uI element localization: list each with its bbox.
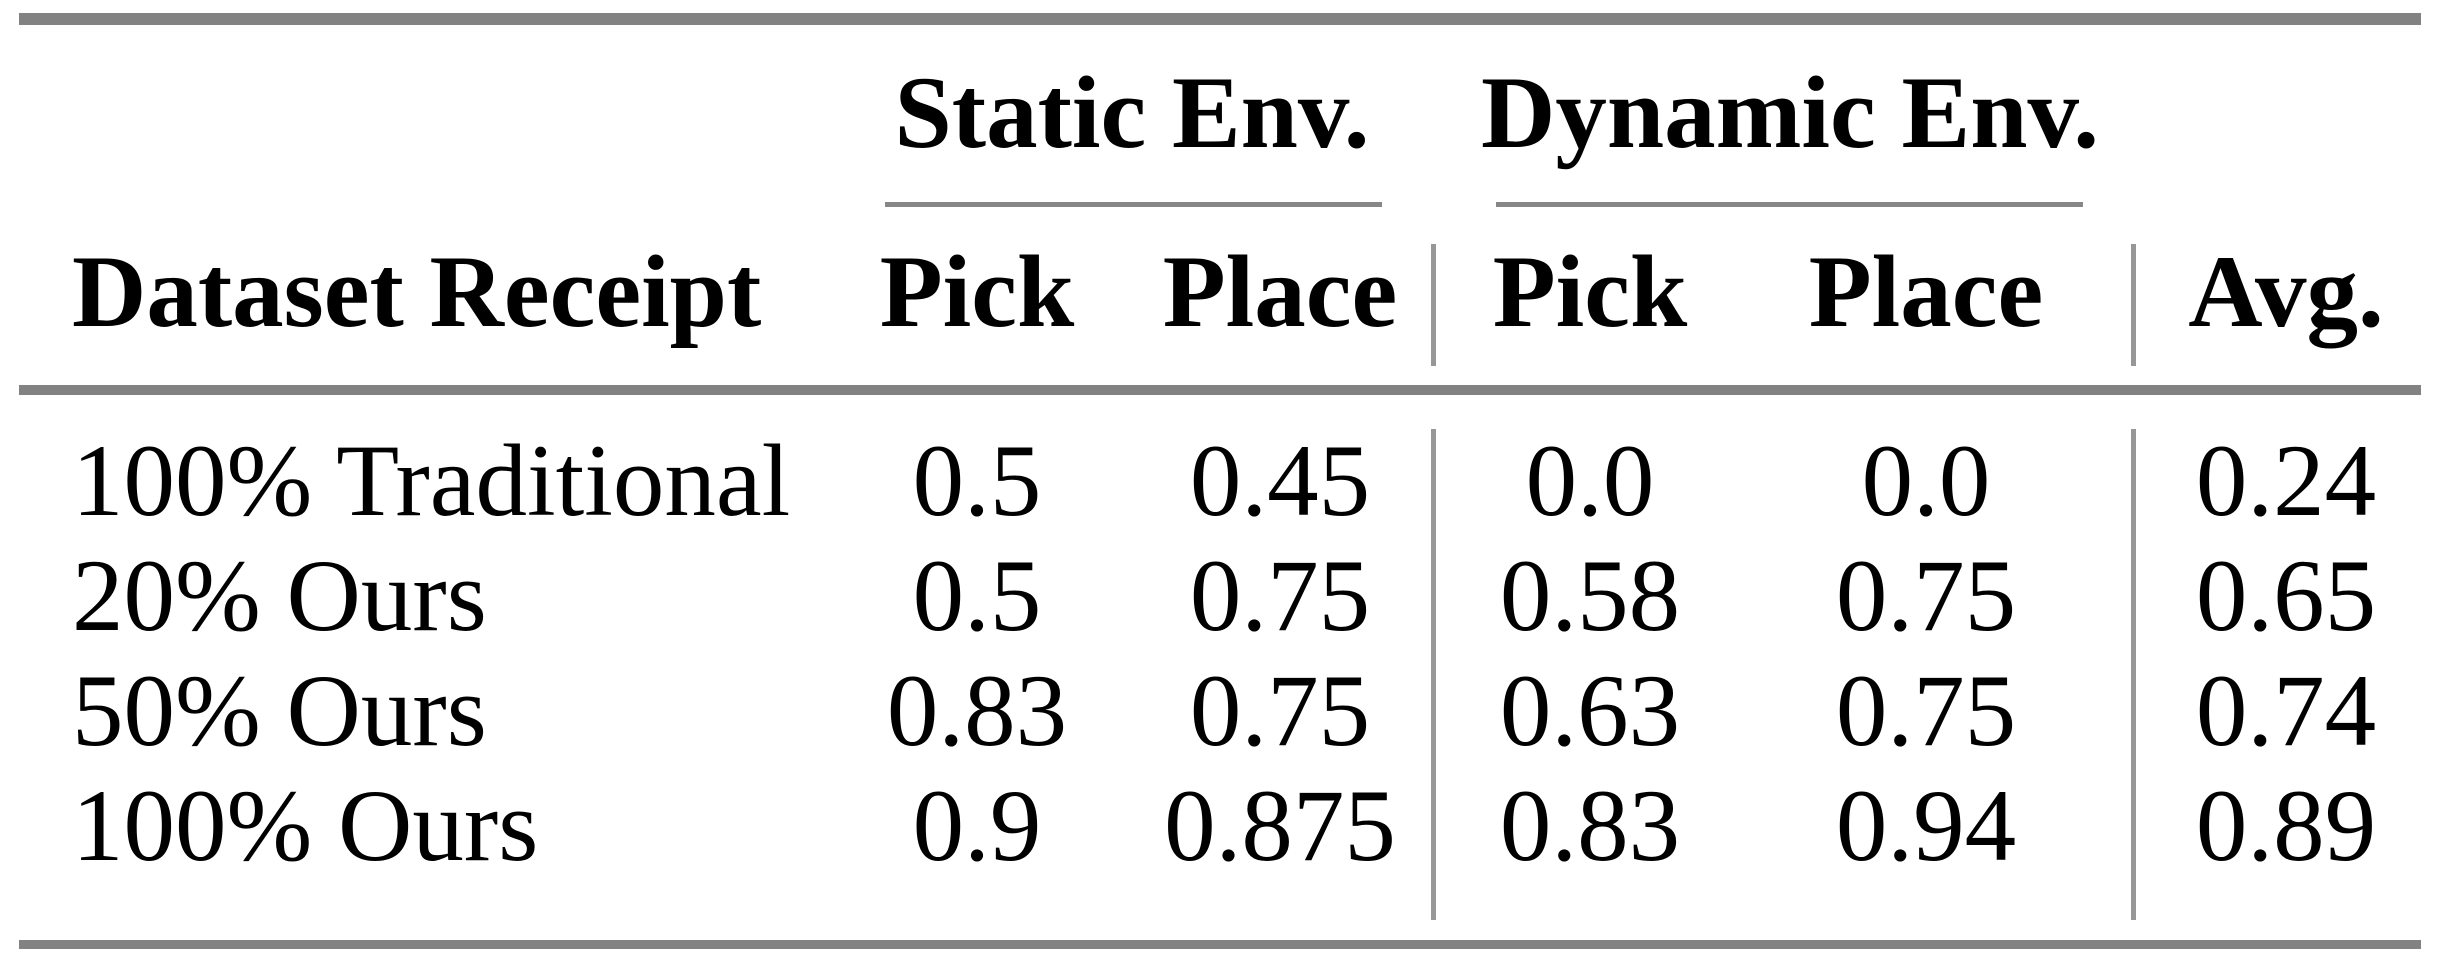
- cell-static-place: 0.75: [1189, 654, 1371, 768]
- cell-avg: 0.74: [2195, 654, 2377, 768]
- cell-dynamic-pick: 0.83: [1499, 769, 1681, 883]
- cell-dynamic-place: 0.75: [1835, 654, 2017, 768]
- cell-dynamic-place: 0.0: [1861, 424, 1991, 538]
- top-rule: [19, 13, 2421, 25]
- header-body-rule: [19, 385, 2421, 395]
- cell-static-place: 0.45: [1189, 424, 1371, 538]
- column-header-dynamic-pick: Pick: [1492, 235, 1688, 349]
- cell-avg: 0.89: [2195, 769, 2377, 883]
- dynamic-env-cmidrule: [1496, 202, 2083, 207]
- cell-static-place: 0.875: [1164, 769, 1396, 883]
- cell-avg: 0.24: [2195, 424, 2377, 538]
- cell-dynamic-place: 0.75: [1835, 539, 2017, 653]
- separator-static-dynamic-body: [1431, 429, 1436, 920]
- row-label: 100% Ours: [72, 769, 539, 883]
- cell-static-place: 0.75: [1189, 539, 1371, 653]
- cell-avg: 0.65: [2195, 539, 2377, 653]
- column-header-avg: Avg.: [2188, 235, 2384, 349]
- row-label: 50% Ours: [72, 654, 487, 768]
- bottom-rule: [19, 940, 2421, 949]
- cell-dynamic-pick: 0.58: [1499, 539, 1681, 653]
- column-header-static-place: Place: [1162, 235, 1398, 349]
- cell-static-pick: 0.83: [886, 654, 1068, 768]
- static-env-cmidrule: [885, 202, 1382, 207]
- column-header-dynamic-place: Place: [1808, 235, 2044, 349]
- cell-static-pick: 0.5: [912, 424, 1042, 538]
- cell-dynamic-pick: 0.0: [1525, 424, 1655, 538]
- group-header-dynamic-env: Dynamic Env.: [1480, 56, 2100, 170]
- separator-dynamic-avg-header: [2131, 244, 2136, 366]
- cell-static-pick: 0.9: [912, 769, 1042, 883]
- cell-dynamic-pick: 0.63: [1499, 654, 1681, 768]
- cell-static-pick: 0.5: [912, 539, 1042, 653]
- group-header-static-env: Static Env.: [894, 56, 1370, 170]
- cell-dynamic-place: 0.94: [1835, 769, 2017, 883]
- row-label: 20% Ours: [72, 539, 487, 653]
- separator-dynamic-avg-body: [2131, 429, 2136, 920]
- column-header-dataset-receipt: Dataset Receipt: [72, 235, 762, 349]
- column-header-static-pick: Pick: [879, 235, 1075, 349]
- row-label: 100% Traditional: [72, 424, 791, 538]
- separator-static-dynamic-header: [1431, 244, 1436, 366]
